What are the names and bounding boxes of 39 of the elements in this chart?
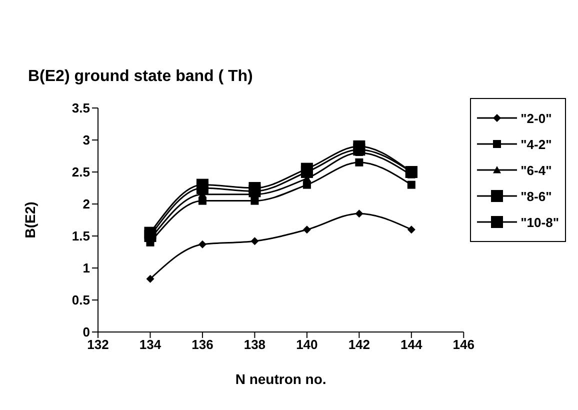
point [355,210,364,218]
point [146,274,154,283]
point [198,196,206,205]
y-tick-label: 2.5 [72,164,90,180]
legend-label: "10-8" [520,214,559,230]
x-axis-title: N neutron no. [235,371,326,387]
point [407,226,416,234]
x-tick-label: 146 [452,337,474,352]
x-tick-label: 140 [296,337,318,352]
point [407,180,416,189]
y-tick-label: 2 [82,196,90,212]
x-tick-label: 136 [192,337,214,352]
y-tick-label: 0 [82,324,90,340]
y-tick-label: 0.5 [72,292,90,308]
point [196,178,208,191]
y-tick-label: 1.5 [72,228,90,244]
legend-label: "2-0" [520,110,552,126]
point [302,226,311,234]
y-tick-label: 1 [82,260,90,276]
x-tick-label: 134 [139,337,162,352]
x-tick-label: 138 [244,337,266,352]
chart-title: B(E2) ground state band ( Th) [28,68,253,86]
y-tick-label: 3.5 [72,100,90,116]
point [198,240,206,248]
y-tick-label: 3 [82,132,90,148]
legend-label: "8-6" [520,188,552,204]
x-tick-label: 144 [400,337,424,352]
x-tick-label: 132 [87,337,109,352]
point [300,162,313,175]
legend-label: "6-4" [520,162,552,178]
x-tick-label: 142 [348,337,370,352]
point [355,158,364,166]
y-axis-title: B(E2) [22,202,38,238]
point [248,182,261,194]
point [144,226,156,239]
point [302,180,311,189]
legend-label: "4-2" [520,136,552,152]
point [250,196,259,205]
point [250,237,259,246]
